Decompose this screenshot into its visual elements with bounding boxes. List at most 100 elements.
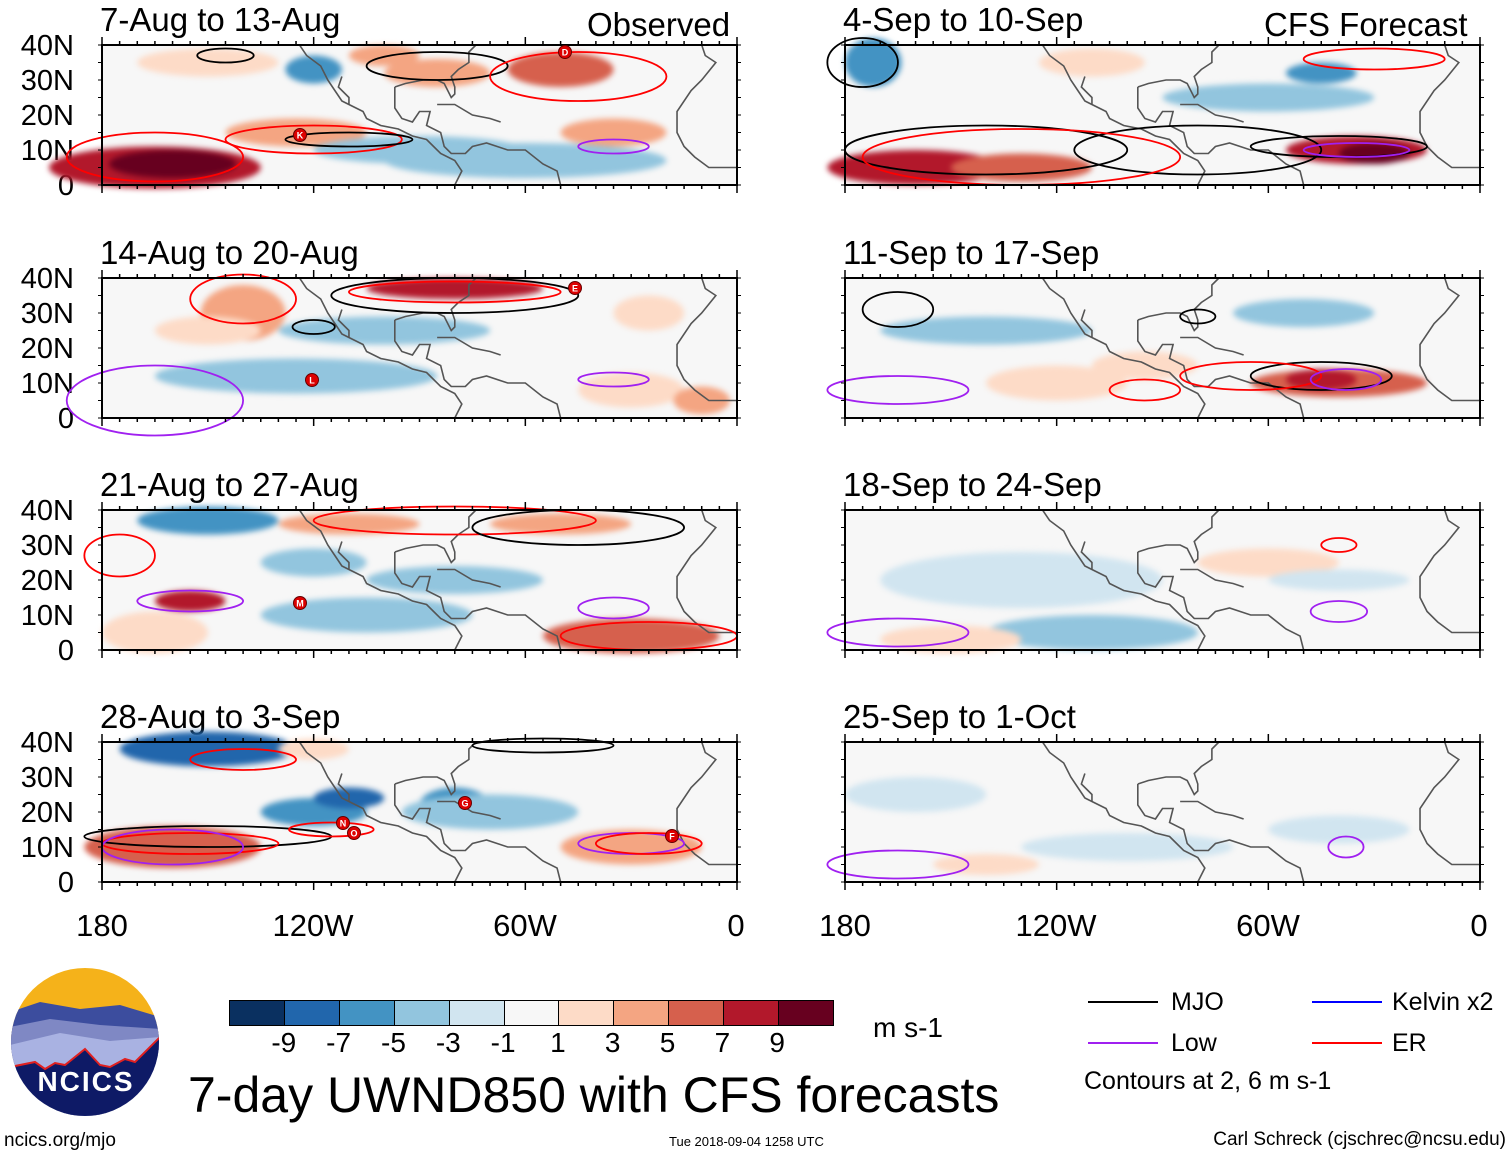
y-tick-label: 30N (20, 65, 74, 97)
panel-title: 14-Aug to 20-Aug (100, 234, 359, 271)
storm-marker[interactable]: O (347, 826, 361, 840)
wind-anomaly-region (507, 52, 614, 87)
coastline (437, 103, 501, 123)
coastline (1137, 552, 1305, 651)
observed-label: Observed (587, 6, 731, 43)
colorbar-tick-label: -9 (271, 1027, 297, 1058)
coastline (1180, 103, 1244, 123)
colorbar-swatch (613, 1001, 669, 1025)
x-tick-left-120w: 120W (272, 908, 354, 943)
storm-marker[interactable]: K (293, 128, 307, 142)
colorbar-units: m s-1 (873, 1012, 943, 1043)
wind-anomaly-region (827, 150, 1004, 185)
coastline (394, 784, 562, 883)
map-panel (826, 734, 1484, 890)
coastline (1080, 309, 1093, 338)
coastline (1419, 509, 1480, 634)
wind-anomaly-region (119, 731, 297, 767)
coastline (437, 336, 501, 356)
coastline (337, 309, 350, 338)
logo-text: NCICS (37, 1066, 134, 1097)
panel-title: 7-Aug to 13-Aug (100, 1, 341, 38)
contour-low (826, 375, 970, 405)
storm-marker[interactable]: G (458, 796, 472, 810)
x-tick-left-180: 180 (76, 908, 128, 943)
wind-anomaly-region (1268, 815, 1410, 844)
wind-anomaly-region (401, 794, 579, 830)
contour-er (348, 280, 562, 304)
coastline (1419, 44, 1480, 169)
wind-anomaly-region (154, 590, 226, 612)
y-tick-label: 10N (20, 600, 74, 632)
colorbar-swatch (230, 1001, 284, 1025)
coastline (1137, 784, 1305, 883)
coastline (1080, 76, 1093, 105)
storm-marker[interactable]: E (568, 281, 582, 295)
contour-er (594, 832, 703, 855)
y-tick-label: 20N (20, 797, 74, 829)
wind-anomaly-region (542, 618, 720, 654)
coastline (1039, 277, 1206, 419)
contour-mjo (826, 37, 899, 88)
coastline (1180, 568, 1244, 588)
wind-anomaly-region (673, 386, 730, 415)
contour-mjo (284, 131, 414, 148)
contour-low (826, 617, 970, 648)
colorbar-swatch (558, 1001, 614, 1025)
coastline (1137, 44, 1220, 99)
panel-title: 18-Sep to 24-Sep (843, 466, 1102, 503)
contour-er (83, 533, 156, 578)
coastline (1080, 773, 1093, 802)
contour-mjo (291, 319, 336, 335)
wind-anomaly-region (348, 45, 420, 66)
coastline (1137, 277, 1220, 332)
colorbar-swatch (338, 1001, 394, 1025)
wind-anomaly-region (278, 738, 349, 760)
wind-anomaly-region (986, 615, 1198, 650)
y-tick-label: 30N (20, 530, 74, 562)
wind-anomaly-region (560, 118, 667, 147)
colorbar-tick-label: -1 (490, 1027, 516, 1058)
site-url[interactable]: ncics.org/mjo (4, 1130, 116, 1151)
coastline (337, 76, 350, 105)
contour-er (1302, 47, 1446, 71)
colorbar-tick-label: 9 (769, 1027, 785, 1058)
storm-marker[interactable]: D (558, 45, 572, 59)
contour-low (1309, 368, 1383, 391)
coastline (337, 773, 350, 802)
coastline (394, 741, 477, 796)
y-tick-label: 30N (20, 762, 74, 794)
contour-mjo (861, 291, 935, 328)
coastline (394, 509, 477, 564)
storm-marker[interactable]: M (293, 596, 307, 610)
coastline (437, 800, 501, 820)
contour-mjo (1073, 124, 1323, 176)
wind-anomaly-region (137, 48, 279, 77)
y-tick-label: 10N (20, 368, 74, 400)
y-tick-label: 0 (57, 403, 74, 435)
wind-anomaly-region (285, 55, 342, 84)
y-tick-label: 30N (20, 298, 74, 330)
figure-title: 7-day UWND850 with CFS forecasts (188, 1067, 1000, 1123)
coastline (1137, 741, 1220, 796)
coastline (437, 568, 501, 588)
coastline (337, 541, 350, 570)
coastline (676, 277, 737, 402)
colorbar-swatch (283, 1001, 339, 1025)
legend-kelvin-label: Kelvin x2 (1392, 988, 1494, 1016)
colorbar-swatch (723, 1001, 779, 1025)
y-tick-label: 40N (20, 263, 74, 295)
x-tick-right-120w: 120W (1015, 908, 1097, 943)
map-panel (65, 270, 741, 437)
storm-letter: E (572, 284, 578, 294)
contour-er (1179, 361, 1323, 391)
storm-marker[interactable]: N (336, 816, 350, 830)
storm-marker[interactable]: F (665, 829, 679, 843)
contour-low (1302, 142, 1411, 158)
wind-anomaly-region (1268, 569, 1410, 591)
coastline (1419, 741, 1480, 866)
storm-marker[interactable]: L (305, 373, 319, 387)
colorbar-tick-label: -3 (435, 1027, 461, 1058)
legend-kelvin-line (1312, 1001, 1382, 1003)
map-panel (83, 502, 741, 658)
